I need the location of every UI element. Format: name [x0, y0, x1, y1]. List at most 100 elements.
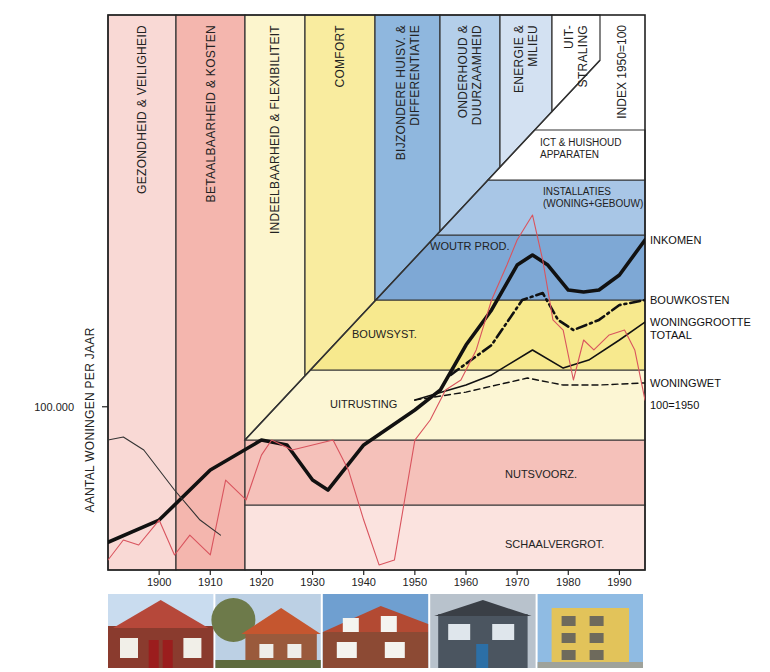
column-label-group: COMFORT [333, 25, 347, 88]
column-label-group: ENERGIE &MILIEU [512, 25, 540, 93]
column-zone [108, 15, 176, 570]
series-label: BOUWKOSTEN [650, 294, 730, 306]
band-label-line: (WONING+GEBOUW) [543, 198, 643, 209]
band-label: ICT & HUISHOUDAPPARATEN [540, 137, 622, 160]
photo [538, 594, 643, 668]
column-label: UIT-STRALING [562, 25, 590, 87]
axes: 1900191019201930194019501960197019801990… [34, 327, 631, 588]
photo-part [381, 616, 397, 632]
photo-part [538, 662, 643, 668]
photos [108, 594, 643, 668]
x-tick-label: 1920 [249, 576, 273, 588]
series-label: WONINGWET [650, 377, 721, 389]
band-label: SCHAALVERGROT. [505, 538, 604, 550]
column-label-line: COMFORT [333, 25, 347, 88]
photo-part [430, 594, 535, 668]
band-label: INSTALLATIES(WONING+GEBOUW) [543, 186, 643, 209]
y-title-group: AANTAL WONINGEN PER JAAR [83, 327, 97, 512]
series-label-line: WONINGWET [650, 377, 721, 389]
photo-part [552, 608, 629, 668]
photo-part [385, 642, 405, 658]
column-label-line: DUURZAAMHEID [470, 25, 484, 125]
photo-part [215, 660, 320, 668]
diagonal [245, 60, 600, 440]
x-tick [619, 570, 620, 575]
column-label-line: MILIEU [526, 25, 540, 67]
chart: GEZONDHEID & VEILIGHEID BETAALBAARHEID & … [0, 0, 770, 672]
band-label-line: UITRUSTING [330, 398, 397, 410]
photo-part [163, 640, 173, 668]
photo-part [538, 594, 643, 668]
x-tick-label: 1990 [607, 576, 631, 588]
photo-part [241, 608, 320, 634]
photo-part [562, 633, 576, 643]
series-line [108, 240, 645, 542]
y-tick-label: 100.000 [34, 401, 74, 413]
photo-part [590, 616, 604, 626]
photo [430, 594, 535, 668]
band-label-line: BOUWSYST. [352, 328, 417, 340]
column-zone [552, 15, 600, 112]
column-label-group: INDEELBAARHEID & FLEXIBILITEIT [268, 25, 282, 234]
column-label: ONDERHOUD &DUURZAAMHEID [456, 25, 484, 125]
x-tick [363, 570, 364, 575]
column-zone [245, 15, 305, 440]
series-line [451, 293, 645, 375]
x-tick [312, 570, 313, 575]
y-axis-title: AANTAL WONINGEN PER JAAR [83, 327, 97, 512]
column-label: COMFORT [333, 25, 347, 88]
photo-part [438, 614, 527, 668]
photo-part [434, 600, 531, 616]
series-label-line: TOTAAL [650, 329, 692, 341]
photo-part [476, 644, 488, 668]
x-tick [517, 570, 518, 575]
photo-part [108, 594, 213, 668]
photo-part [323, 632, 428, 668]
column-label-line: GEZONDHEID & VEILIGHEID [135, 25, 149, 194]
band-label-line: WOUTR PROD. [430, 240, 509, 252]
column-label: GEZONDHEID & VEILIGHEID [135, 25, 149, 194]
column-label-line: STRALING [576, 25, 590, 87]
x-tick-label: 1940 [351, 576, 375, 588]
photo [108, 594, 213, 668]
photo-part [337, 642, 357, 658]
band-zone [245, 505, 645, 570]
series-label: WONINGGROOTTETOTAAL [650, 316, 751, 341]
x-tick [261, 570, 262, 575]
column-label: INDEELBAARHEID & FLEXIBILITEIT [268, 25, 282, 234]
band-label-line: ICT & HUISHOUD [540, 137, 622, 148]
x-tick [465, 570, 466, 575]
photo-part [108, 626, 213, 668]
band-label: NUTSVOORZ. [505, 468, 577, 480]
photo-part [287, 644, 301, 658]
band-label-line: APPARATEN [540, 149, 599, 160]
photo-part [149, 640, 159, 668]
column-label-group: GEZONDHEID & VEILIGHEID [135, 25, 149, 194]
band-label: WOUTR PROD. [430, 240, 509, 252]
x-tick-label: 1930 [300, 576, 324, 588]
band-label-line: SCHAALVERGROT. [505, 538, 604, 550]
column-label: BIJZONDERE HUISV. &DIFFERENTIATIE [394, 25, 422, 160]
column-label-group: BIJZONDERE HUISV. &DIFFERENTIATIE [394, 25, 422, 160]
background [108, 15, 645, 570]
column-label-line: BETAALBAARHEID & KOSTEN [204, 25, 218, 202]
column-label-line: ENERGIE & [512, 25, 526, 93]
band-label-line: INSTALLATIES [543, 186, 611, 197]
series-line [108, 437, 221, 535]
lines [108, 215, 645, 565]
band-zone [437, 180, 645, 235]
x-tick [210, 570, 211, 575]
column-label-line: INDEELBAARHEID & FLEXIBILITEIT [268, 25, 282, 234]
photo-part [590, 633, 604, 643]
band-label: UITRUSTING [330, 398, 397, 410]
photo-part [323, 594, 428, 668]
photo-part [448, 624, 470, 640]
column-label-group: UIT-STRALING [562, 25, 590, 87]
plot-frame [108, 15, 645, 570]
annotation: 100=1950 [650, 399, 699, 411]
column-label-group: BETAALBAARHEID & KOSTEN [204, 25, 218, 202]
photo-part [259, 644, 273, 658]
photo [323, 594, 428, 668]
series-label-line: WONINGGROOTTE [650, 316, 751, 328]
band-label: BOUWSYST. [352, 328, 417, 340]
